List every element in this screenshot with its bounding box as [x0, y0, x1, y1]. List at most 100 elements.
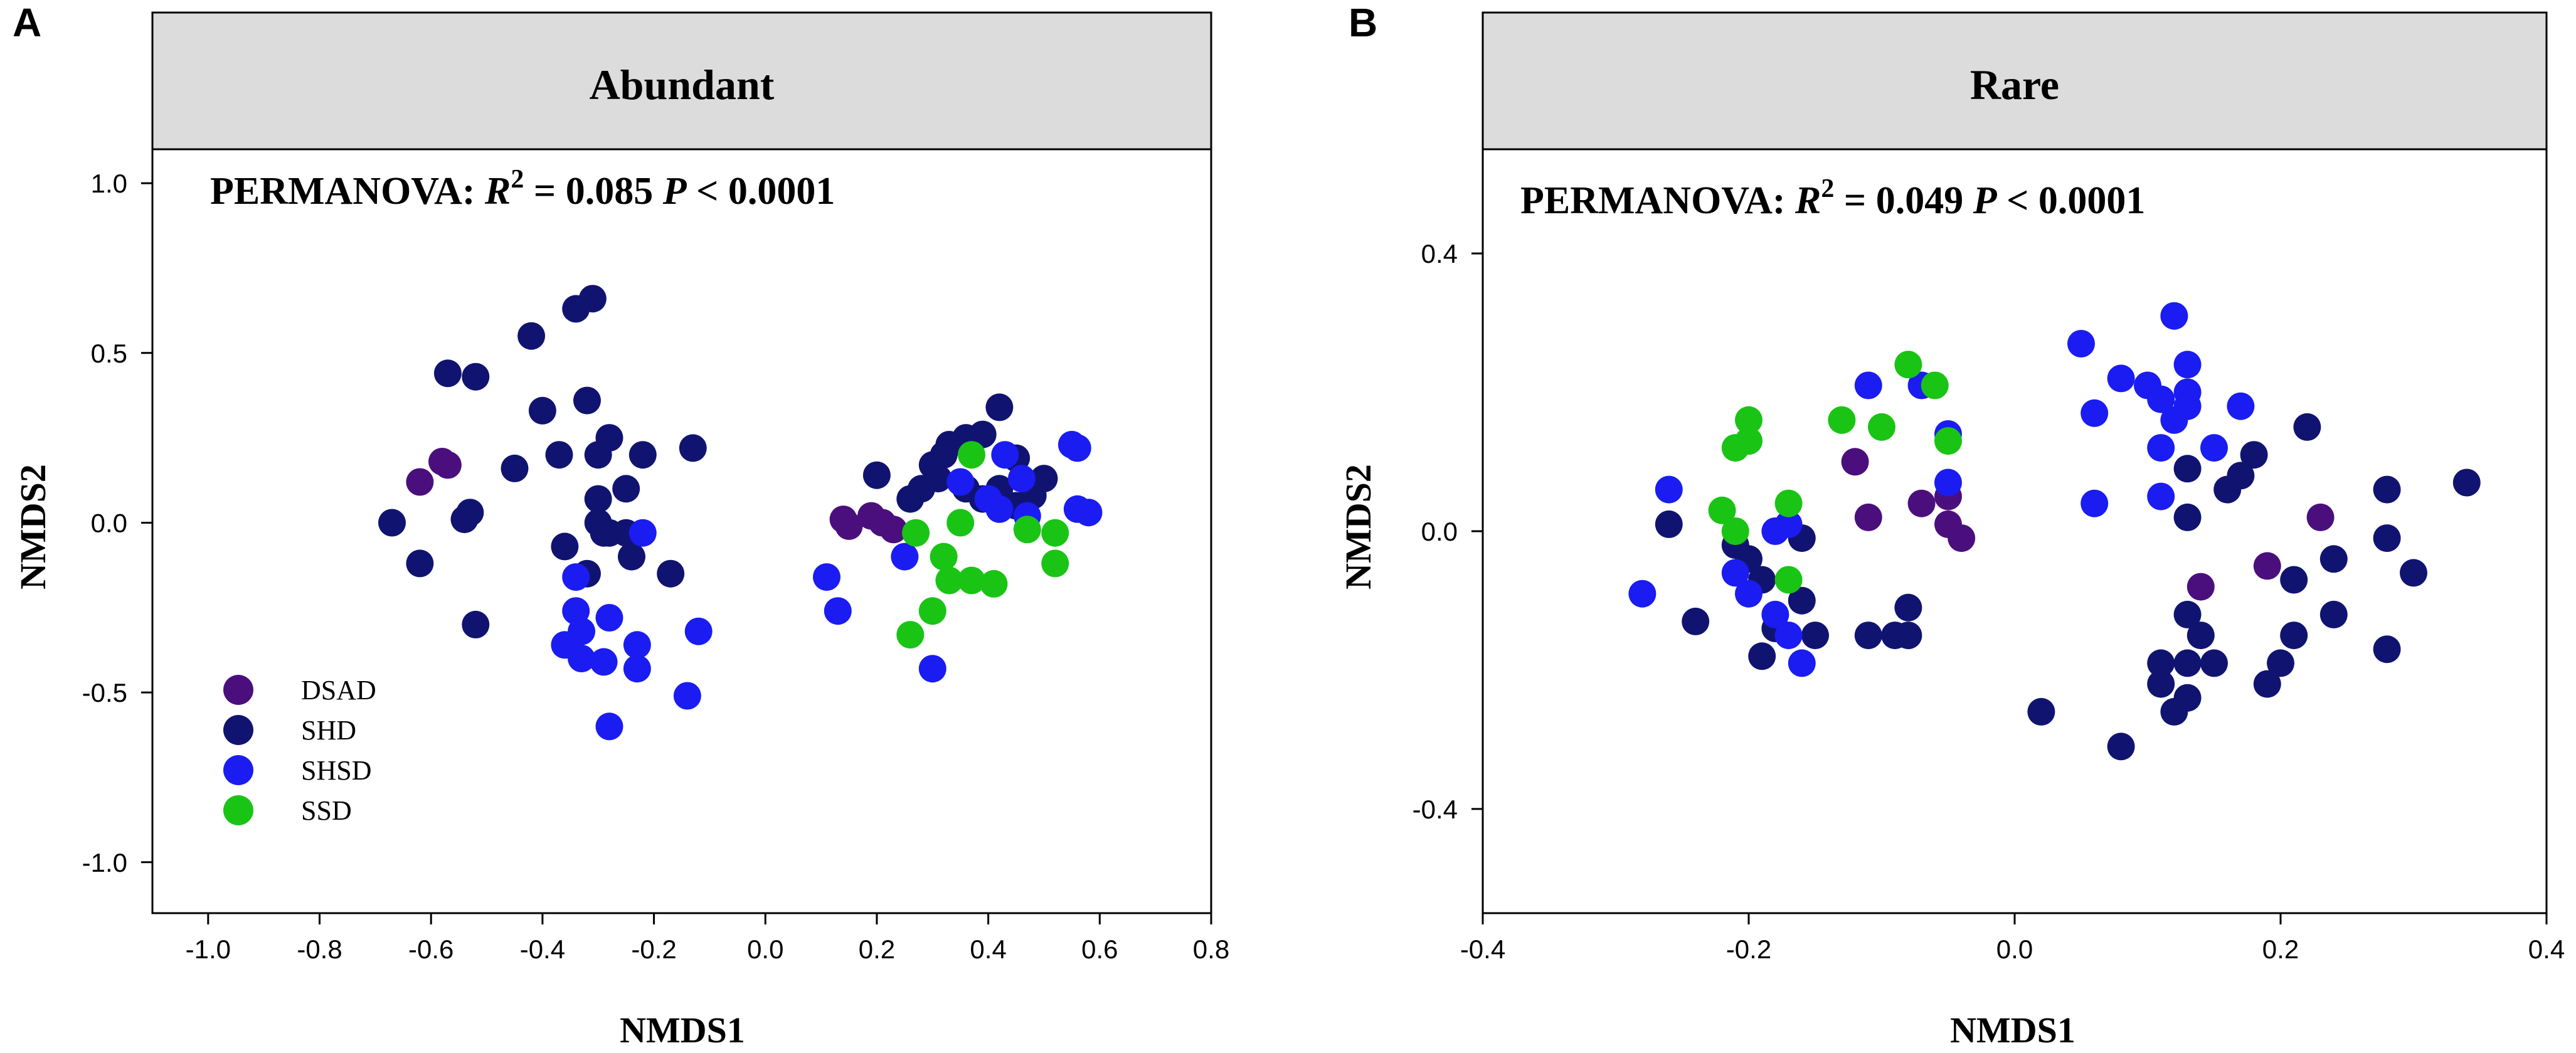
- point-shd: [551, 532, 579, 561]
- point-ssd: [1721, 517, 1749, 545]
- point-ssd: [1868, 413, 1895, 441]
- point-shd: [628, 441, 657, 469]
- point-shsd: [1721, 559, 1749, 587]
- panel-b-x-tick-label: 0.0: [1996, 934, 2033, 964]
- point-shd: [1655, 510, 1683, 538]
- panel-a-x-tick-label: 0.8: [1193, 934, 1229, 964]
- point-shsd: [2147, 434, 2175, 462]
- panel-b-x-axis: -0.4 -0.2 0.0 0.2 0.4: [1460, 913, 2565, 964]
- legend-label-ssd: SSD: [301, 795, 352, 826]
- panel-b-title: Rare: [1970, 61, 2059, 108]
- point-shsd: [2080, 399, 2109, 427]
- point-shd: [2400, 559, 2427, 587]
- panel-b-x-tick-label: -0.2: [1726, 934, 1771, 964]
- panel-a-x-tick-label: -0.2: [631, 934, 676, 964]
- panel-b-y-tick-label: 0.0: [1421, 517, 1458, 546]
- panel-a-x-axis-title: NMDS1: [620, 1010, 745, 1050]
- point-shd: [1894, 622, 1922, 650]
- point-shsd: [1788, 649, 1816, 677]
- point-ssd: [930, 542, 958, 571]
- point-shsd: [623, 655, 651, 683]
- point-shsd: [1774, 622, 1803, 650]
- panel-a-y-axis: 1.0 0.5 0.0 -0.5 -1.0: [82, 169, 152, 877]
- panel-a-permanova-stat: PERMANOVA: R2 = 0.085 P < 0.0001: [210, 165, 835, 213]
- point-shsd: [673, 682, 701, 710]
- legend-marker-shsd: [223, 755, 253, 785]
- point-shsd: [2147, 385, 2175, 413]
- point-shsd: [1934, 468, 1962, 497]
- point-shd: [595, 424, 623, 452]
- point-shsd: [1854, 371, 1882, 400]
- legend-label-shd: SHD: [301, 715, 356, 746]
- point-shsd: [946, 468, 975, 496]
- point-shsd: [2080, 489, 2109, 517]
- point-ssd: [1774, 566, 1803, 594]
- point-shd: [378, 509, 406, 537]
- point-shsd: [595, 604, 623, 632]
- point-shd: [2319, 545, 2348, 573]
- point-ssd: [1735, 406, 1762, 434]
- point-shd: [1854, 622, 1882, 650]
- point-shsd: [1774, 510, 1803, 538]
- point-shsd: [813, 563, 840, 591]
- point-shsd: [562, 563, 590, 591]
- point-shd: [968, 420, 997, 448]
- panel-a-y-axis-title: NMDS2: [13, 464, 53, 590]
- point-shd: [1801, 622, 1829, 650]
- point-shd: [2373, 635, 2401, 664]
- point-shsd: [1063, 434, 1091, 462]
- panel-b-x-tick-label: -0.4: [1460, 934, 1505, 964]
- point-shd: [985, 393, 1014, 421]
- point-shd: [462, 610, 490, 638]
- panel-b-y-axis-title: NMDS2: [1338, 464, 1379, 590]
- legend-marker-shd: [223, 715, 253, 745]
- point-ssd: [1774, 489, 1803, 517]
- point-ssd: [958, 441, 985, 469]
- legend-marker-dsad: [223, 675, 253, 705]
- point-shd: [573, 386, 601, 415]
- panel-b-letter: B: [1349, 0, 1377, 45]
- legend-label-dsad: DSAD: [301, 675, 376, 706]
- panel-a-y-tick-label: -1.0: [82, 848, 127, 877]
- point-shd: [2200, 649, 2228, 677]
- point-shd: [433, 359, 462, 388]
- point-ssd: [1708, 496, 1736, 524]
- point-dsad: [1907, 489, 1936, 517]
- point-shd: [2147, 649, 2175, 677]
- point-shsd: [628, 519, 657, 547]
- point-shsd: [991, 441, 1019, 469]
- panel-a-x-tick-label: -0.6: [408, 934, 453, 964]
- point-shd: [612, 475, 640, 503]
- point-dsad: [835, 512, 863, 540]
- point-ssd: [958, 566, 985, 595]
- panel-a-x-tick-label: -0.8: [297, 934, 342, 964]
- point-shd: [1788, 586, 1816, 615]
- point-shd: [2173, 600, 2202, 628]
- point-shd: [1748, 642, 1776, 670]
- point-ssd: [1934, 427, 1962, 455]
- panel-b-points: [1628, 302, 2481, 761]
- point-shd: [501, 454, 529, 482]
- point-ssd: [1735, 427, 1762, 455]
- panel-b-y-axis: 0.4 0.0 -0.4: [1413, 239, 1483, 824]
- point-shd: [2253, 670, 2281, 698]
- panel-b-permanova-stat: PERMANOVA: R2 = 0.049 P < 0.0001: [1520, 174, 2145, 222]
- point-shsd: [623, 631, 651, 659]
- point-shd: [2027, 697, 2055, 726]
- point-dsad: [1948, 524, 1976, 553]
- legend-marker-ssd: [223, 795, 253, 825]
- point-ssd: [935, 566, 963, 595]
- panel-a: A Abundant PERMANOVA: R2 = 0.085 P < 0.0…: [13, 0, 1229, 1050]
- panel-a-x-tick-label: 0.4: [970, 934, 1006, 964]
- point-shsd: [1007, 465, 1036, 493]
- point-shd: [657, 559, 685, 588]
- point-shsd: [1655, 475, 1683, 504]
- point-ssd: [918, 597, 946, 625]
- point-shsd: [1735, 579, 1762, 608]
- panel-a-x-tick-label: 0.6: [1081, 934, 1118, 964]
- panel-b-x-axis-title: NMDS1: [1950, 1010, 2075, 1050]
- panel-b-x-tick-label: 0.4: [2528, 934, 2565, 964]
- point-shd: [2173, 455, 2202, 483]
- panel-a-y-tick-label: 0.5: [91, 339, 127, 368]
- point-dsad: [433, 451, 462, 479]
